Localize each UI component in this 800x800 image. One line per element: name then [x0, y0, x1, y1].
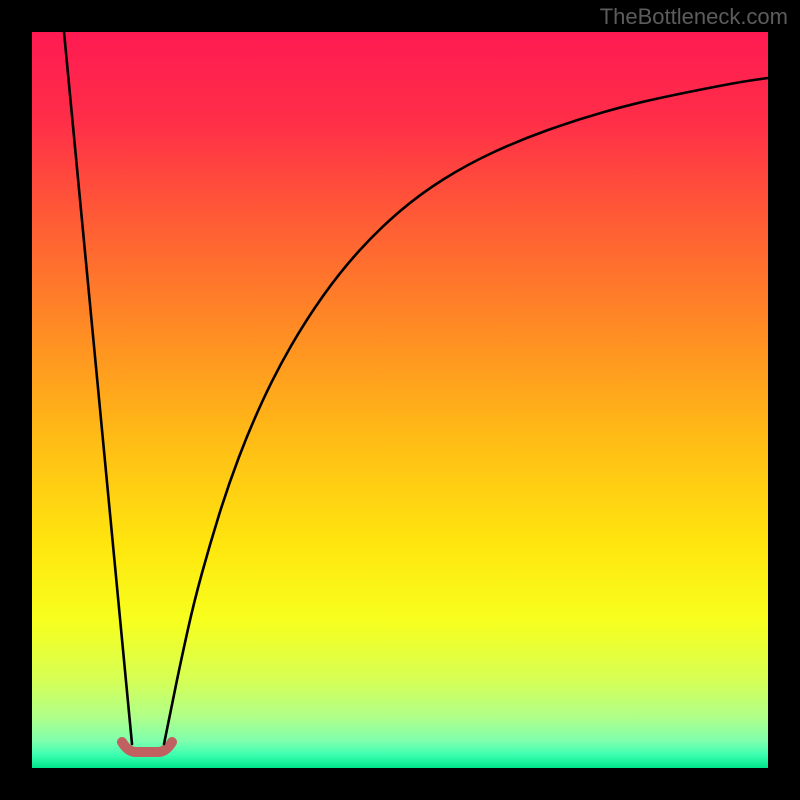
- gradient-background: [32, 32, 768, 768]
- chart-container: TheBottleneck.com: [0, 0, 800, 800]
- attribution-text: TheBottleneck.com: [600, 4, 788, 30]
- bottleneck-curve-chart: [0, 0, 800, 800]
